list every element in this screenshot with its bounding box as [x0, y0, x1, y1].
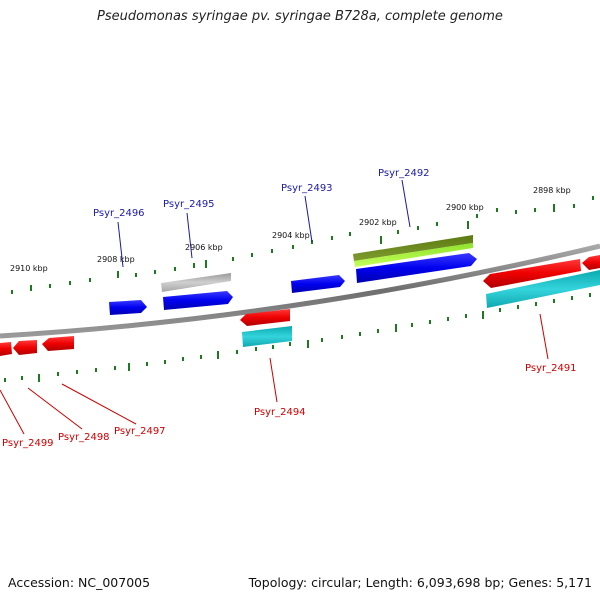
label-psyr-2496[interactable]: Psyr_2496 — [93, 208, 145, 219]
scale-label-2910: 2910 kbp — [10, 264, 48, 273]
label-psyr-2492[interactable]: Psyr_2492 — [378, 168, 430, 179]
genome-stats-label: Topology: circular; Length: 6,093,698 bp… — [248, 575, 592, 590]
track-lime-2492 — [354, 243, 473, 267]
label-psyr-2494[interactable]: Psyr_2494 — [254, 407, 306, 418]
gene-psyr-2494[interactable] — [240, 309, 290, 326]
scale-label-2902: 2902 kbp — [359, 218, 397, 227]
scale-label-2900: 2900 kbp — [446, 203, 484, 212]
leader-lines-forward — [117, 179, 411, 268]
gene-psyr-2491[interactable] — [483, 259, 581, 288]
accession-label: Accession: NC_007005 — [8, 575, 151, 590]
track-olive-2492 — [353, 235, 473, 261]
gene-psyr-2497[interactable] — [42, 336, 74, 351]
gene-psyr-2490-partial[interactable] — [582, 255, 600, 270]
track-cyan-2491 — [486, 270, 600, 308]
scale-label-2908: 2908 kbp — [97, 255, 135, 264]
track-grey-2495 — [161, 273, 231, 292]
track-cyan-2494 — [242, 326, 292, 347]
gene-psyr-2499[interactable] — [0, 342, 12, 356]
label-psyr-2493[interactable]: Psyr_2493 — [281, 183, 333, 194]
scale-label-2898: 2898 kbp — [533, 186, 571, 195]
scale-label-2904: 2904 kbp — [272, 231, 310, 240]
label-psyr-2491[interactable]: Psyr_2491 — [525, 363, 577, 374]
gene-psyr-2495[interactable] — [163, 291, 233, 310]
label-psyr-2497[interactable]: Psyr_2497 — [114, 426, 166, 437]
label-psyr-2495[interactable]: Psyr_2495 — [163, 199, 215, 210]
inner-tick-ring — [4, 293, 591, 382]
gene-psyr-2493[interactable] — [291, 275, 345, 293]
scale-label-2906: 2906 kbp — [185, 243, 223, 252]
gene-psyr-2498[interactable] — [13, 340, 37, 355]
label-psyr-2499[interactable]: Psyr_2499 — [2, 438, 54, 449]
leader-lines-reverse — [0, 313, 549, 435]
genome-backbone — [0, 243, 600, 339]
genome-title: Pseudomonas syringae pv. syringae B728a,… — [97, 9, 503, 24]
gene-psyr-2492[interactable] — [356, 253, 477, 283]
label-psyr-2498[interactable]: Psyr_2498 — [58, 432, 110, 443]
outer-tick-ring — [11, 196, 594, 294]
gene-psyr-2496[interactable] — [109, 300, 147, 315]
